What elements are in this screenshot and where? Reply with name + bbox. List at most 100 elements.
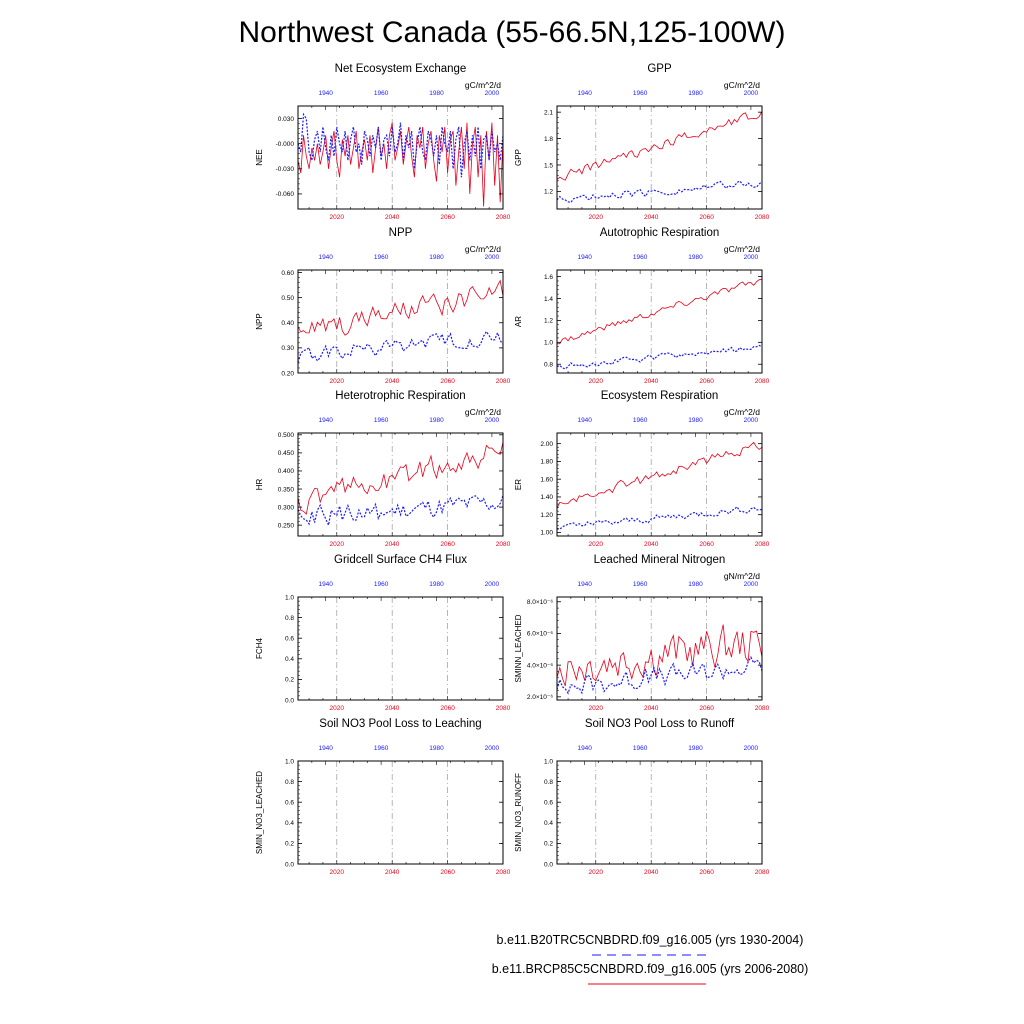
series-line-future [556,624,763,687]
y-axis-label: SMINN_LEACHED [514,614,523,682]
y-tick-label: 1.00 [540,530,553,537]
y-tick-label: 2.00 [540,441,553,448]
x-tick-label-top: 1940 [318,417,333,424]
x-tick-label-top: 1960 [374,417,389,424]
y-tick-label: 0.6 [285,800,294,807]
legend-label-future: b.e11.BRCP85C5CNBDRD.f09_g16.005 (yrs 20… [492,962,809,976]
x-tick-label-top: 1960 [633,417,648,424]
panel-no3leach: Soil NO3 Pool Loss to Leaching 0.0 0.2 0.4 0… [255,718,511,876]
y-tick-label: 1.0 [285,594,294,601]
x-tick-label-bottom: 2020 [330,541,345,548]
x-tick-label-top: 2000 [744,417,759,424]
units-label: gC/m^2/d [465,407,501,417]
y-tick-label: 8.0×10⁻⁶ [527,599,553,606]
x-tick-label-top: 2000 [744,745,759,752]
x-tick-label-bottom: 2080 [755,541,770,548]
panels: Net Ecosystem Exchange gC/m^2/d 0.030 -0.00… [255,63,770,876]
x-tick-label-top: 1940 [577,417,592,424]
x-tick-label-top: 1960 [633,90,648,97]
x-tick-label-top: 2000 [744,581,759,588]
panel-er: Ecosystem Respiration gC/m^2/d 1.00 1.20 1.4… [514,390,770,548]
panel-title: GPP [647,63,672,75]
series-line-future [297,442,504,515]
x-tick-label-bottom: 2040 [385,378,400,385]
panel-ar: Autotrophic Respiration gC/m^2/d 0.8 1.0 1.2… [514,227,770,385]
panel-title: Ecosystem Respiration [601,390,719,402]
x-tick-label-bottom: 2060 [699,214,714,221]
x-tick-label-bottom: 2060 [440,214,455,221]
x-tick-label-bottom: 2080 [496,378,511,385]
units-label: gC/m^2/d [724,244,760,254]
plot-frame [556,432,763,537]
figure-title: Northwest Canada (55-66.5N,125-100W) [239,16,786,49]
x-tick-label-top: 1960 [374,254,389,261]
y-tick-label: 1.6 [544,274,553,281]
series-line-historical [297,495,504,528]
panel-title: Net Ecosystem Exchange [335,63,467,75]
series-line-historical [556,180,763,204]
panel-gpp: GPP gC/m^2/d 1.2 1.5 1.8 2.1 GPP 2020 2040 2060 20… [514,63,770,221]
x-tick-label-top: 1980 [688,90,703,97]
x-tick-label-top: 1980 [429,417,444,424]
x-tick-label-top: 1940 [318,745,333,752]
x-tick-label-bottom: 2020 [589,378,604,385]
y-tick-label: 1.8 [544,136,553,143]
y-tick-label: 0.030 [278,116,295,123]
x-tick-label-top: 1980 [429,745,444,752]
legend: b.e11.B20TRC5CNBDRD.f09_g16.005 (yrs 193… [492,933,809,985]
y-tick-label: 0.8 [285,779,294,786]
y-tick-label: 0.40 [281,320,294,327]
plot-frame [556,269,763,374]
y-tick-label: 0.60 [281,270,294,277]
panel-sminn: Leached Mineral Nitrogen gN/m^2/d 2.0×10⁻⁶… [514,554,770,712]
x-tick-label-top: 1960 [374,581,389,588]
x-tick-label-top: 1980 [688,745,703,752]
series-line-historical [297,112,504,178]
x-tick-label-bottom: 2040 [644,214,659,221]
plot-frame [297,105,504,210]
plot-frame [556,596,763,701]
plot-frame [556,105,763,210]
x-tick-label-top: 1940 [318,90,333,97]
x-tick-label-bottom: 2020 [589,214,604,221]
y-tick-label: 0.500 [278,432,295,439]
x-tick-label-bottom: 2080 [496,214,511,221]
y-axis-label: FCH4 [255,638,264,659]
units-label: gC/m^2/d [465,80,501,90]
y-axis-label: GPP [514,149,523,166]
y-tick-label: 0.50 [281,295,294,302]
x-tick-label-top: 1960 [633,254,648,261]
y-tick-label: 0.300 [278,504,295,511]
panel-title: Soil NO3 Pool Loss to Leaching [319,718,481,730]
y-tick-label: 1.5 [544,162,553,169]
y-tick-label: 0.8 [544,779,553,786]
y-tick-label: 0.2 [285,841,294,848]
x-tick-label-top: 1980 [429,254,444,261]
y-tick-label: 0.20 [281,370,294,377]
x-tick-label-top: 1940 [577,254,592,261]
y-axis-label: SMIN_NO3_RUNOFF [514,773,523,852]
series-line-future [297,279,504,336]
y-tick-label: 0.2 [285,677,294,684]
x-tick-label-top: 1980 [429,90,444,97]
x-tick-label-bottom: 2060 [699,541,714,548]
x-tick-label-top: 1960 [633,745,648,752]
x-tick-label-top: 2000 [744,90,759,97]
y-axis-label: NEE [255,149,264,165]
x-tick-label-bottom: 2060 [699,705,714,712]
y-tick-label: 1.0 [544,340,553,347]
x-tick-label-bottom: 2040 [644,869,659,876]
y-tick-label: 0.4 [544,820,553,827]
x-tick-label-bottom: 2020 [330,869,345,876]
y-tick-label: 0.4 [285,820,294,827]
panel-title: Heterotrophic Respiration [335,390,465,402]
x-tick-label-bottom: 2060 [440,705,455,712]
y-tick-label: 0.4 [285,656,294,663]
x-tick-label-top: 1960 [374,745,389,752]
x-tick-label-bottom: 2020 [330,705,345,712]
units-label: gN/m^2/d [724,571,760,581]
y-tick-label: 1.0 [544,758,553,765]
x-tick-label-top: 1980 [688,254,703,261]
x-tick-label-bottom: 2080 [755,705,770,712]
